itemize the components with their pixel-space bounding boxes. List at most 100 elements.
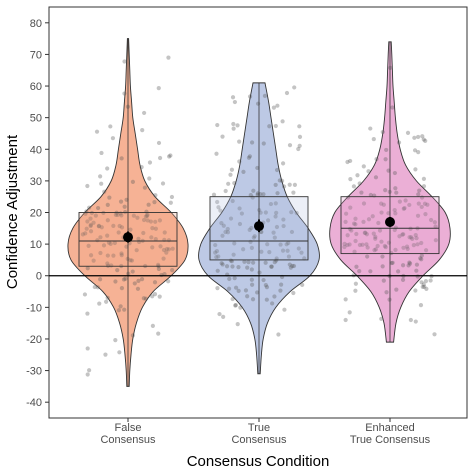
jitter-point [115,268,120,273]
jitter-point [286,240,291,246]
jitter-point [257,270,262,275]
y-tick-label: -10 [26,302,42,314]
jitter-point [423,248,429,253]
jitter-point [403,198,408,203]
jitter-point [349,228,354,233]
jitter-point [85,183,90,189]
jitter-point [269,264,274,269]
jitter-point [375,243,380,249]
jitter-point [224,264,230,269]
jitter-point [416,150,421,155]
jitter-point [128,227,133,232]
jitter-point [390,260,395,265]
jitter-point [347,310,352,315]
jitter-point [80,232,85,237]
jitter-point [116,230,121,235]
jitter-point [213,250,218,255]
jitter-point [247,94,253,99]
jitter-point [402,205,407,211]
jitter-point [401,245,406,250]
jitter-point [97,301,102,306]
jitter-point [267,124,272,129]
jitter-point [345,242,350,248]
jitter-point [247,154,253,159]
jitter-point [214,254,219,260]
jitter-point [413,319,418,324]
jitter-point [366,217,372,222]
jitter-point [218,208,223,213]
jitter-point [413,233,418,238]
jitter-point [225,230,231,235]
jitter-point [379,239,384,244]
jitter-point [91,258,96,263]
jitter-point [105,202,110,207]
jitter-point [139,277,145,282]
jitter-point [357,181,362,186]
jitter-point [384,147,389,153]
jitter-point [263,210,268,215]
jitter-point [243,288,249,293]
jitter-point [96,223,102,228]
jitter-point [270,301,275,306]
jitter-point [121,277,127,282]
jitter-point [291,190,296,195]
jitter-point [119,225,125,230]
jitter-point [272,235,277,240]
jitter-point [393,186,398,191]
x-tick-label: False [115,422,142,434]
jitter-point [230,264,235,269]
jitter-point [371,231,376,236]
jitter-point [237,221,243,227]
jitter-point [135,286,141,291]
jitter-point [111,253,116,258]
jitter-point [215,199,220,205]
jitter-point [83,231,88,236]
x-tick-label: True [248,422,270,434]
jitter-point [433,238,438,243]
jitter-point [217,311,222,317]
jitter-point [422,284,427,289]
jitter-point [288,265,293,270]
jitter-point [113,279,118,284]
jitter-point [98,250,103,256]
jitter-point [268,201,274,207]
jitter-point [85,346,90,351]
jitter-point [281,184,287,189]
jitter-point [119,286,125,291]
jitter-point [161,256,166,261]
jitter-point [374,157,379,162]
jitter-point [292,85,297,90]
jitter-point [87,205,92,210]
jitter-point [428,217,434,223]
jitter-point [300,282,305,288]
jitter-point [153,193,158,198]
jitter-point [94,129,100,134]
jitter-point [150,225,155,231]
jitter-point [394,287,399,292]
jitter-point [282,307,287,312]
jitter-point [251,260,256,265]
jitter-point [379,210,384,215]
jitter-point [389,260,394,266]
jitter-point [149,235,154,240]
jitter-point [289,210,294,215]
jitter-point [415,213,421,218]
jitter-point [246,259,251,265]
jitter-point [107,195,112,200]
jitter-point [98,277,103,282]
jitter-point [401,206,406,211]
jitter-point [420,134,425,139]
jitter-point [353,222,358,227]
y-tick-label: 80 [30,18,42,30]
jitter-point [89,210,95,216]
jitter-point [259,229,264,235]
jitter-point [347,242,352,247]
jitter-point [400,277,406,283]
jitter-point [274,210,279,215]
jitter-point [145,218,150,223]
jitter-point [277,178,282,183]
jitter-point [233,303,238,308]
jitter-point [225,226,230,232]
jitter-point [108,124,113,129]
